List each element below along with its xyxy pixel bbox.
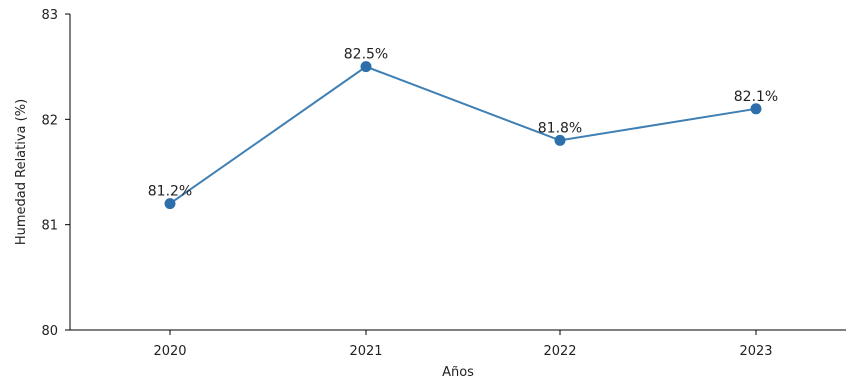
y-axis-ticks: 80 81 82 83 xyxy=(41,8,70,339)
x-axis-ticks: 2020 2021 2022 2023 xyxy=(153,330,773,359)
data-points xyxy=(164,61,762,210)
x-tick-label: 2023 xyxy=(739,344,772,359)
plot-area: 80 81 82 83 2020 2021 2022 2023 81.2% 82.5% 81.8… xyxy=(41,8,846,359)
x-tick-label: 2021 xyxy=(349,344,382,359)
y-tick-label: 81 xyxy=(41,219,58,234)
data-label: 81.2% xyxy=(148,184,192,200)
series-line xyxy=(169,65,757,205)
data-label: 82.1% xyxy=(734,89,778,105)
data-label: 81.8% xyxy=(538,120,582,136)
y-tick-label: 82 xyxy=(41,113,58,128)
y-tick-label: 83 xyxy=(41,8,58,23)
x-axis-label: Años xyxy=(442,365,474,380)
y-axis-label: Humedad Relativa (%) xyxy=(14,99,29,245)
data-point xyxy=(360,61,372,73)
data-point xyxy=(554,134,566,146)
y-tick-label: 80 xyxy=(41,324,58,339)
data-labels: 81.2% 82.5% 81.8% 82.1% xyxy=(148,47,778,200)
data-point xyxy=(164,198,176,210)
x-tick-label: 2020 xyxy=(153,344,186,359)
data-point xyxy=(750,103,762,115)
x-tick-label: 2022 xyxy=(543,344,576,359)
data-label: 82.5% xyxy=(344,47,388,63)
